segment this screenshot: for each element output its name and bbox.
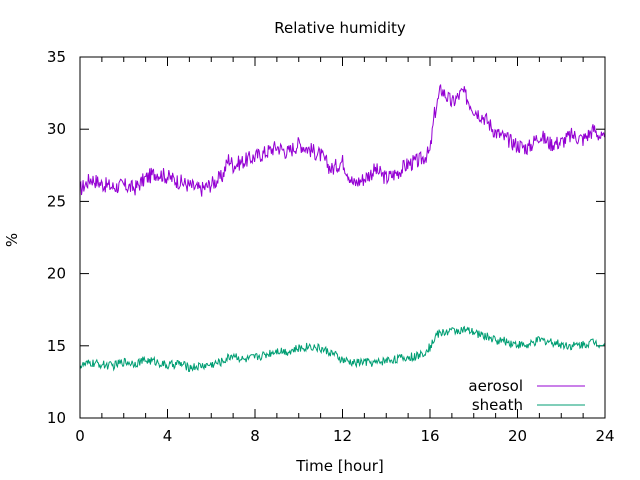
y-tick-label: 20 xyxy=(47,265,66,283)
plot-frame xyxy=(79,56,606,419)
x-tick-label: 16 xyxy=(420,427,439,445)
x-tick-label: 20 xyxy=(508,427,527,445)
x-tick-label: 0 xyxy=(75,427,85,445)
y-tick-label: 25 xyxy=(47,192,66,210)
x-tick-label: 8 xyxy=(250,427,260,445)
x-tick-label: 24 xyxy=(595,427,614,445)
x-tick-label: 4 xyxy=(163,427,173,445)
y-tick-label: 15 xyxy=(47,337,66,355)
series-layer xyxy=(79,84,605,373)
x-axis-label: Time [hour] xyxy=(295,457,384,475)
axis-ticks: 0 4 8 12 16 20 24 10 15 20 25 30 35 xyxy=(47,48,615,445)
series-line-sheath xyxy=(79,325,605,373)
series-line-aerosol xyxy=(79,84,605,197)
y-axis-label: % xyxy=(3,233,21,247)
chart-title: Relative humidity xyxy=(274,19,406,37)
y-tick-label: 10 xyxy=(47,409,66,427)
y-tick-label: 30 xyxy=(47,120,66,138)
legend-label-aerosol: aerosol xyxy=(468,377,523,395)
x-tick-label: 12 xyxy=(333,427,352,445)
legend-label-sheath: sheath xyxy=(472,396,523,414)
y-tick-label: 35 xyxy=(47,48,66,66)
